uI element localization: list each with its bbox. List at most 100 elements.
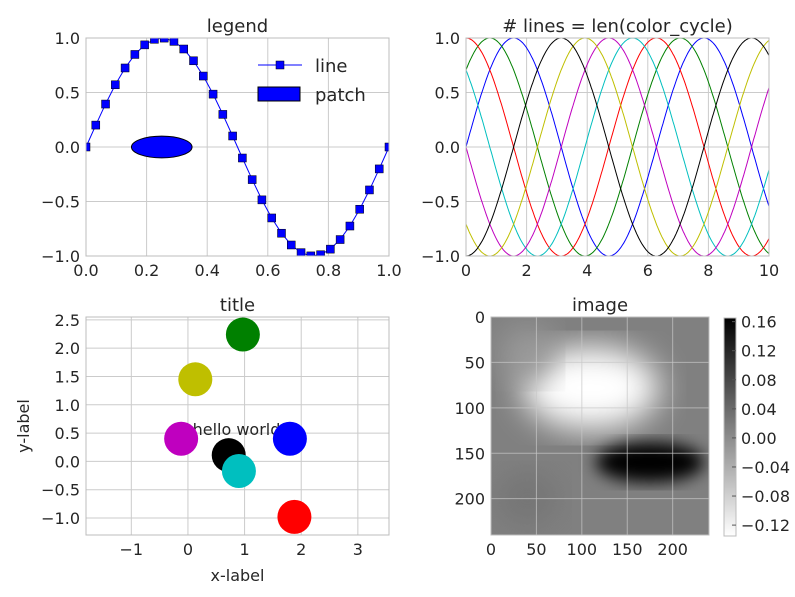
x-tick-label: −1 (120, 540, 144, 559)
colorbar-tick-label: −0.08 (741, 487, 790, 506)
y-tick-label: 0.0 (55, 138, 80, 157)
scatter-point (164, 421, 199, 456)
y-tick-label: −1.0 (421, 247, 460, 266)
x-tick-label: 1.0 (376, 261, 401, 280)
colorbar-tick-labels: 0.16 0.12 0.08 0.04 0.00 −0.04 −0.08 −0.12 (732, 313, 790, 535)
y-tick-labels: 1.0 0.5 0.0 −0.5 −1.0 (421, 29, 460, 266)
line-marker (101, 99, 110, 109)
x-tick-label: 0.6 (255, 261, 280, 280)
line-marker (228, 131, 237, 141)
line-marker (267, 213, 276, 223)
line-marker (111, 80, 120, 90)
x-tick-labels: −1 0 1 2 3 (120, 540, 363, 559)
line-marker (208, 89, 218, 99)
x-tick-label: 150 (612, 540, 643, 559)
line-marker (296, 248, 306, 256)
x-tick-labels: 0 50 100 150 200 (486, 540, 688, 559)
legend-entry-line: line (315, 56, 347, 77)
x-tick-label: 0.8 (316, 261, 341, 280)
chart-legend: legend 0.0 0.2 0.4 0.6 0.8 1.0 1.0 0.5 0.0 −0.5 −… (41, 16, 402, 280)
line-marker (189, 56, 198, 66)
y-tick-label: 0 (475, 308, 485, 327)
legend-entry-patch: patch (315, 85, 366, 106)
line-marker (218, 110, 228, 119)
chart-image: image 0 50 100 150 200 0 50 100 150 200 0.16 0.12… (454, 295, 790, 559)
colorbar: 0.16 0.12 0.08 0.04 0.00 −0.04 −0.08 −0.12 (723, 313, 790, 537)
x-tick-label: 0 (183, 540, 193, 559)
y-tick-label: −0.5 (41, 481, 80, 500)
image-heatmap (491, 317, 709, 535)
x-tick-label: 0 (486, 540, 496, 559)
y-tick-label: 2.0 (55, 339, 80, 358)
y-tick-label: 1.0 (55, 396, 80, 415)
y-tick-label: 100 (454, 399, 485, 418)
legend-box: line patch (257, 56, 366, 106)
y-tick-label: 1.0 (55, 29, 80, 48)
plot-area (86, 317, 389, 535)
y-tick-label: 150 (454, 444, 485, 463)
x-tick-label: 10 (759, 261, 779, 280)
colorbar-tick-label: 0.08 (741, 371, 777, 390)
scatter-point (221, 454, 256, 489)
colorbar-tick-label: −0.04 (741, 458, 790, 477)
line-marker (150, 38, 159, 44)
colorbar-tick-label: 0.12 (741, 342, 777, 361)
scatter-point (272, 421, 307, 456)
colorbar-tick-label: −0.12 (741, 516, 790, 535)
y-tick-label: 1.5 (55, 367, 80, 386)
y-tick-label: 50 (465, 353, 485, 372)
y-tick-label: 0.0 (435, 138, 460, 157)
x-tick-label: 1 (239, 540, 249, 559)
line-marker (179, 44, 188, 54)
y-tick-labels: 2.5 2.0 1.5 1.0 0.5 0.0 −0.5 −1.0 (41, 311, 80, 528)
line-marker (130, 50, 140, 59)
plot-frame (490, 316, 710, 536)
y-tick-label: −0.5 (41, 193, 80, 212)
colorbar-tick-label: 0.16 (741, 313, 777, 332)
colorbar-gradient (723, 317, 737, 537)
x-axis-label: x-label (211, 566, 265, 585)
line-marker (384, 142, 389, 152)
colorbar-tick-label: 0.00 (741, 429, 777, 448)
line-marker (277, 228, 286, 238)
x-tick-label: 6 (643, 261, 653, 280)
y-tick-label: −0.5 (421, 193, 460, 212)
scatter-point (277, 499, 312, 534)
line-marker (86, 142, 91, 152)
line-marker (140, 40, 149, 50)
series-line (466, 38, 769, 256)
line-markers (86, 38, 389, 256)
x-tick-label: 2 (296, 540, 306, 559)
line-marker (238, 153, 247, 163)
x-tick-label: 0.0 (73, 261, 98, 280)
x-tick-label: 2 (522, 261, 532, 280)
y-tick-label: −1.0 (41, 509, 80, 528)
chart-title: # lines = len(color_cycle) (502, 16, 733, 37)
line-marker (345, 221, 355, 231)
line-marker (120, 63, 130, 73)
line-marker (287, 240, 296, 250)
scatter-point (178, 362, 213, 397)
legend-patch-swatch (257, 86, 301, 102)
chart-title: title (220, 295, 255, 316)
chart-color-cycle: # lines = len(color_cycle) 0 2 4 6 8 10 1.0 0.… (421, 16, 779, 280)
y-tick-label: 1.0 (435, 29, 460, 48)
y-tick-label: 0.5 (435, 84, 460, 103)
x-tick-label: 0.2 (134, 261, 159, 280)
line-marker (199, 71, 208, 81)
y-tick-label: 0.0 (55, 452, 80, 471)
line-marker (374, 164, 384, 174)
series-line (466, 38, 769, 256)
x-tick-labels: 0 2 4 6 8 10 (461, 261, 779, 280)
x-tick-label: 50 (526, 540, 546, 559)
annotation-text: hello world (193, 420, 281, 439)
line-marker (316, 250, 325, 256)
chart-scatter: hello world title −1 0 1 2 3 2.5 2.0 1.5 1.0 0.5… (14, 295, 390, 585)
grid (490, 316, 709, 535)
series-line (466, 38, 769, 256)
y-tick-labels: 1.0 0.5 0.0 −0.5 −1.0 (41, 29, 80, 266)
colorbar-tick-label: 0.04 (741, 400, 777, 419)
chart-title: image (572, 295, 628, 316)
line-marker (91, 120, 101, 130)
